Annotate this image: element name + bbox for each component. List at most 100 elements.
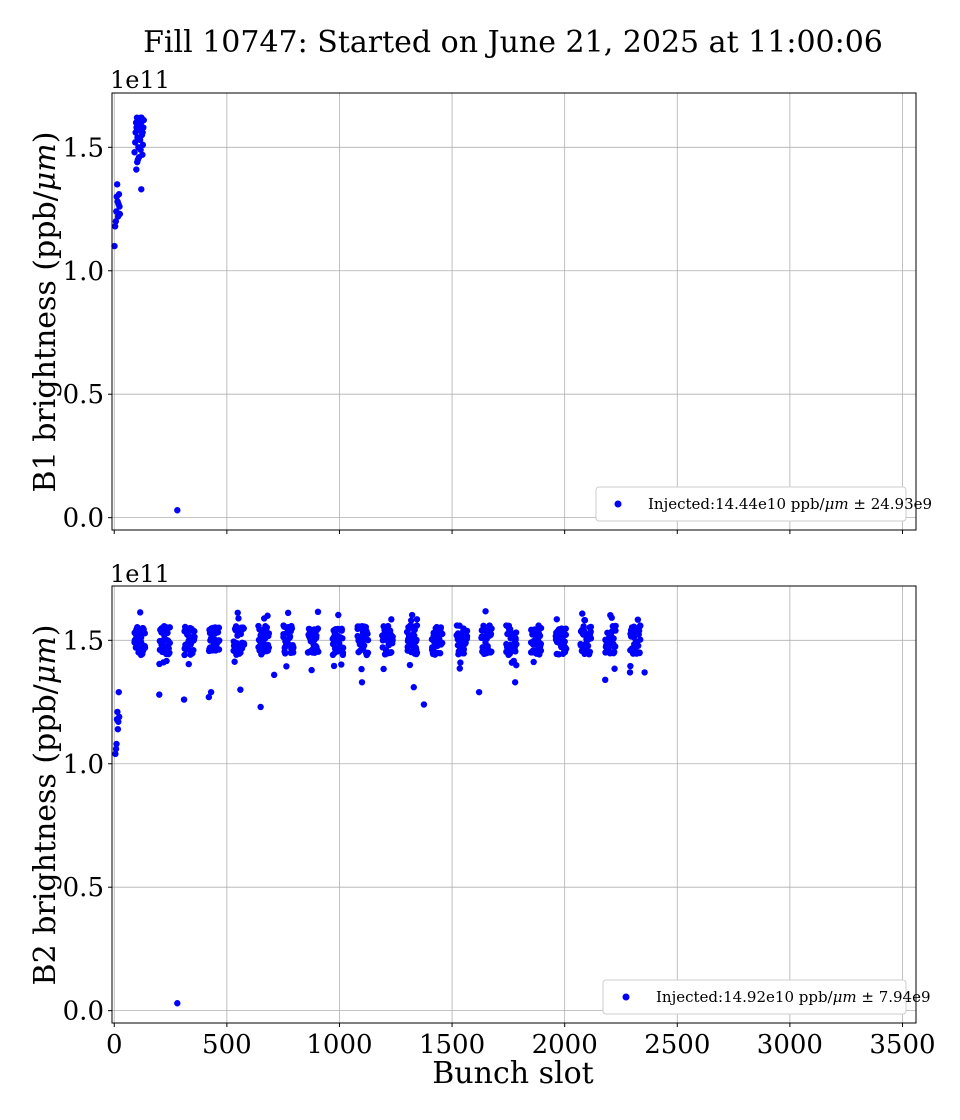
data-point: [116, 203, 123, 210]
data-point: [136, 121, 144, 129]
data-point: [413, 636, 420, 644]
data-point: [530, 658, 537, 666]
data-point: [364, 649, 372, 657]
data-point: [290, 643, 297, 651]
panel-b2-legend-marker: [622, 993, 630, 1001]
data-point: [388, 616, 395, 623]
data-point: [406, 661, 414, 669]
data-point: [263, 624, 271, 631]
data-point: [484, 642, 491, 650]
data-point: [339, 635, 346, 642]
panel-b2-ylabel-math: μm: [28, 636, 63, 684]
data-point: [308, 666, 315, 674]
y-tick-label: 0.5: [63, 873, 104, 903]
data-point: [284, 609, 292, 617]
data-point: [364, 636, 372, 644]
data-point: [407, 617, 415, 624]
data-point: [283, 663, 290, 670]
data-point: [265, 644, 273, 651]
x-tick-label: 2500: [644, 1030, 710, 1060]
data-point: [180, 696, 188, 703]
data-point: [335, 611, 342, 619]
data-point: [281, 650, 289, 657]
data-point: [215, 646, 223, 653]
panel-b2-legend-box: [602, 979, 907, 1015]
data-point: [389, 640, 396, 647]
panel-b2-legend-text: Injected:14.92e10 ppb/: [656, 988, 834, 1006]
y-tick-label: 1.5: [63, 626, 104, 656]
data-point: [512, 648, 519, 655]
data-point: [114, 725, 122, 733]
data-point: [191, 628, 198, 635]
panel-b2-points: [112, 608, 648, 1007]
data-point: [436, 649, 444, 657]
data-point: [388, 649, 395, 656]
data-point: [265, 632, 272, 640]
panel-b1-points: [111, 114, 181, 514]
data-point: [641, 669, 648, 676]
data-point: [360, 642, 368, 649]
data-point: [190, 646, 197, 654]
data-point: [512, 635, 519, 642]
data-point: [487, 630, 495, 638]
y-tick-label: 0.5: [63, 380, 104, 410]
data-point: [139, 129, 146, 136]
data-point: [612, 622, 619, 630]
x-tick-label: 3500: [869, 1030, 935, 1060]
data-point: [164, 629, 171, 637]
data-point: [513, 641, 520, 648]
data-point: [612, 627, 619, 634]
data-point: [439, 630, 446, 638]
data-point: [389, 633, 396, 640]
data-point: [115, 191, 123, 198]
data-point: [584, 642, 592, 650]
data-point: [338, 661, 345, 668]
data-point: [587, 635, 595, 642]
data-point: [185, 660, 192, 668]
panel-b2-ylabel-close: ): [28, 625, 63, 637]
data-point: [270, 671, 278, 679]
data-point: [562, 631, 570, 638]
data-point: [511, 679, 519, 686]
data-point: [166, 624, 173, 631]
data-point: [587, 623, 595, 631]
data-point: [586, 648, 594, 656]
panel-b1-legend-box: [595, 486, 907, 522]
data-point: [611, 648, 618, 656]
data-point: [134, 158, 141, 166]
data-point: [634, 616, 642, 623]
data-point: [463, 635, 471, 642]
data-point: [315, 648, 322, 655]
data-point: [364, 630, 371, 638]
data-point: [438, 639, 445, 647]
x-tick-label: 1500: [419, 1030, 485, 1060]
data-point: [475, 688, 483, 696]
data-point: [166, 649, 173, 656]
data-point: [413, 622, 421, 629]
data-point: [137, 146, 144, 153]
data-point: [133, 166, 140, 173]
data-point: [288, 622, 295, 630]
data-point: [191, 633, 198, 641]
panel-b1-legend: Injected:14.44e10 ppb/μm ± 24.93e9: [595, 486, 932, 522]
y-tick-label: 1.5: [63, 133, 104, 163]
data-point: [358, 679, 366, 686]
data-point: [562, 645, 570, 652]
data-point: [112, 750, 119, 758]
data-point: [339, 644, 347, 652]
panel-b1-frame: [111, 92, 917, 531]
data-point: [420, 701, 428, 708]
panel-b1-yticks: 0.0 0.5 1.0 1.5: [63, 133, 112, 534]
data-point: [111, 242, 118, 250]
data-point: [181, 623, 189, 631]
data-point: [537, 640, 545, 648]
data-point: [561, 638, 568, 645]
panel-b2: 1e11 B2 brightness (ppb/μm) 0.0 0.5 1.0 1.5…: [28, 560, 936, 1060]
data-point: [141, 644, 149, 651]
data-point: [437, 624, 445, 631]
data-point: [413, 616, 421, 623]
panel-b2-offset-label: 1e11: [110, 560, 170, 588]
data-point: [216, 637, 223, 644]
data-point: [215, 624, 223, 631]
